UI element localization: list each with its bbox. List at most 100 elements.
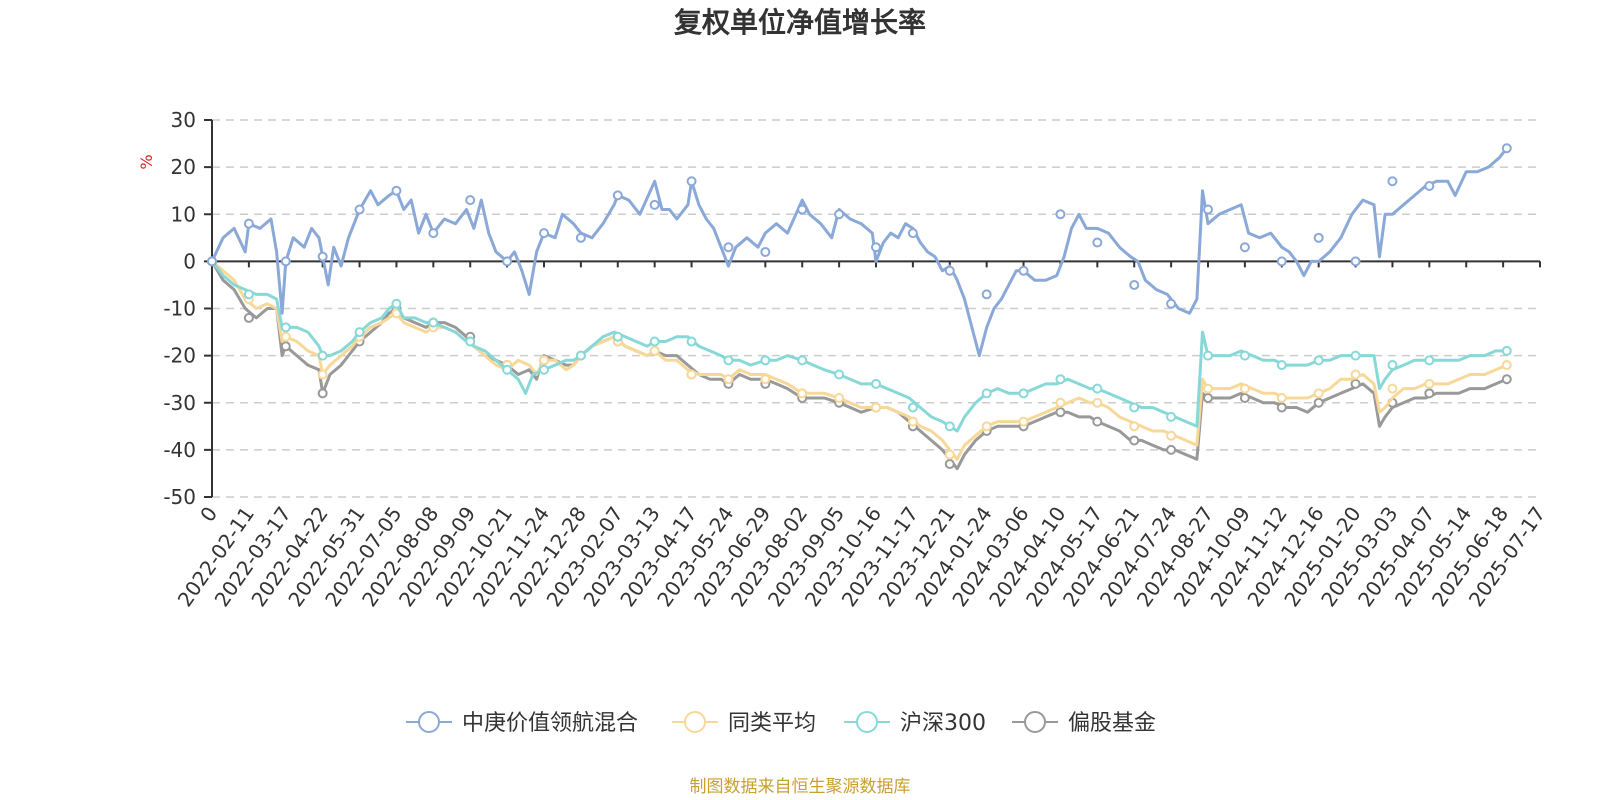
data-point bbox=[1424, 388, 1435, 399]
data-point bbox=[1424, 378, 1435, 389]
series-line bbox=[210, 260, 1508, 471]
data-point bbox=[760, 374, 771, 385]
data-point bbox=[797, 355, 808, 366]
data-point bbox=[723, 242, 734, 253]
legend-item-3[interactable]: 偏股基金 bbox=[1012, 711, 1156, 736]
data-point bbox=[612, 331, 623, 342]
data-point bbox=[834, 209, 845, 220]
data-point bbox=[1276, 256, 1287, 267]
data-point bbox=[907, 416, 918, 427]
data-point bbox=[391, 185, 402, 196]
data-point bbox=[1276, 402, 1287, 413]
data-point bbox=[1092, 397, 1103, 408]
legend-label: 偏股基金 bbox=[1068, 711, 1156, 736]
data-point bbox=[1239, 350, 1250, 361]
data-point bbox=[1501, 345, 1512, 356]
data-point bbox=[797, 204, 808, 215]
data-point bbox=[944, 421, 955, 432]
data-point bbox=[539, 364, 549, 375]
data-point bbox=[1092, 383, 1103, 394]
data-point bbox=[907, 228, 918, 239]
data-point bbox=[760, 246, 771, 257]
data-point bbox=[280, 331, 291, 342]
data-point bbox=[834, 369, 845, 380]
data-point bbox=[317, 369, 328, 380]
data-point bbox=[1203, 393, 1213, 404]
data-point bbox=[391, 298, 402, 309]
legend-item-2[interactable]: 沪深300 bbox=[844, 711, 986, 736]
data-point bbox=[1239, 242, 1250, 253]
axes: 3020100-10-20-30-40-5002022-02-112022-03… bbox=[163, 108, 1550, 611]
data-point bbox=[944, 265, 955, 276]
data-point bbox=[280, 322, 291, 333]
data-point bbox=[317, 350, 328, 361]
data-point bbox=[1166, 298, 1177, 309]
data-point bbox=[1276, 393, 1287, 404]
data-point bbox=[1501, 360, 1512, 371]
data-point bbox=[1313, 388, 1324, 399]
data-point bbox=[317, 251, 328, 262]
gridlines bbox=[212, 119, 1540, 498]
data-point bbox=[502, 256, 513, 267]
data-point bbox=[1018, 416, 1029, 427]
data-point bbox=[465, 336, 476, 347]
data-point bbox=[649, 199, 660, 210]
y-tick-label: 0 bbox=[183, 249, 196, 273]
y-tick-label: -20 bbox=[163, 344, 196, 368]
y-tick-label: 10 bbox=[171, 202, 196, 226]
data-point bbox=[1501, 374, 1512, 385]
chart-title: 复权单位净值增长率 bbox=[674, 6, 926, 39]
data-point bbox=[1129, 421, 1140, 432]
data-point bbox=[1313, 232, 1324, 243]
legend-marker bbox=[684, 711, 706, 733]
legend-item-0[interactable]: 中庚价值领航混合 bbox=[406, 711, 638, 736]
legend-label: 同类平均 bbox=[728, 711, 816, 736]
data-point bbox=[1018, 388, 1029, 399]
data-point bbox=[760, 355, 771, 366]
data-point bbox=[981, 421, 992, 432]
data-point bbox=[612, 190, 623, 201]
data-point bbox=[1055, 374, 1066, 385]
legend[interactable]: 中庚价值领航混合 同类平均 沪深300 偏股基金 bbox=[406, 711, 1156, 736]
data-point bbox=[944, 449, 955, 460]
data-point bbox=[428, 317, 439, 328]
data-point bbox=[1166, 411, 1177, 422]
data-point bbox=[944, 459, 955, 470]
data-point bbox=[1055, 209, 1066, 220]
y-tick-label: 30 bbox=[171, 108, 196, 132]
data-point bbox=[1387, 176, 1398, 187]
data-point bbox=[1018, 265, 1029, 276]
series-2 bbox=[207, 256, 1512, 433]
data-point bbox=[834, 393, 845, 404]
data-point bbox=[1092, 416, 1103, 427]
legend-marker bbox=[856, 711, 878, 733]
series-0 bbox=[207, 143, 1512, 358]
data-point bbox=[502, 364, 513, 375]
data-point bbox=[1129, 435, 1140, 446]
data-point bbox=[1276, 360, 1287, 371]
data-point bbox=[1350, 350, 1361, 361]
series-line bbox=[210, 147, 1508, 358]
y-tick-label: -10 bbox=[163, 297, 196, 321]
data-point bbox=[243, 312, 254, 323]
series-line bbox=[211, 260, 1508, 461]
legend-item-1[interactable]: 同类平均 bbox=[672, 711, 816, 736]
y-tick-label: -50 bbox=[163, 485, 196, 509]
data-point bbox=[1055, 407, 1066, 418]
data-point bbox=[1129, 402, 1140, 413]
data-point bbox=[1501, 143, 1512, 154]
y-tick-label: -30 bbox=[163, 391, 196, 415]
data-point bbox=[317, 388, 328, 399]
data-point bbox=[1424, 355, 1435, 366]
data-point bbox=[1313, 397, 1324, 408]
legend-label: 沪深300 bbox=[900, 711, 986, 736]
data-point bbox=[539, 355, 549, 366]
data-point bbox=[575, 232, 586, 243]
legend-label: 中庚价值领航混合 bbox=[462, 711, 638, 736]
data-point bbox=[797, 388, 808, 399]
data-point bbox=[1313, 355, 1324, 366]
data-point bbox=[1092, 237, 1103, 248]
data-point bbox=[575, 350, 586, 361]
data-point bbox=[1129, 279, 1140, 290]
data-point bbox=[981, 289, 992, 300]
